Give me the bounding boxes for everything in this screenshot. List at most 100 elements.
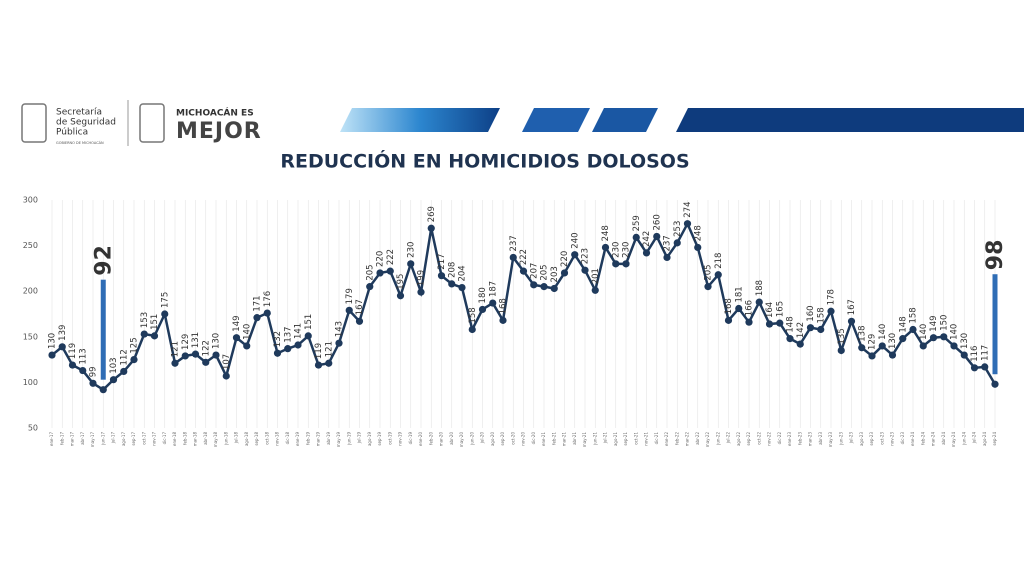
point	[161, 310, 169, 318]
header-stripe	[340, 108, 500, 132]
x-tick-label: feb-21	[551, 432, 556, 445]
point	[109, 376, 118, 384]
data-label: 230	[406, 242, 416, 258]
x-tick-label: oct-21	[633, 432, 638, 445]
data-label: 167	[847, 299, 857, 315]
point	[950, 342, 958, 350]
point	[940, 333, 948, 341]
x-tick-label: mar-23	[808, 432, 813, 447]
data-label: 119	[314, 343, 324, 359]
x-tick-label: mar-22	[685, 432, 690, 447]
x-tick-label: ago-22	[736, 432, 741, 447]
y-tick-label: 150	[23, 332, 38, 341]
x-tick-label: mar-21	[562, 432, 567, 447]
point	[786, 335, 794, 343]
x-tick-label: mar-17	[70, 432, 75, 447]
x-tick-label: ene-19	[295, 432, 300, 446]
x-tick-label: sep-22	[746, 432, 751, 446]
x-tick-label: feb-24	[920, 432, 925, 445]
data-label: 242	[642, 231, 652, 247]
x-tick-label: nov-19	[398, 432, 403, 446]
x-tick-label: feb-19	[305, 432, 310, 445]
data-label: 208	[447, 262, 457, 278]
data-label: 180	[478, 287, 488, 303]
x-tick-label: sep-24	[992, 432, 997, 446]
x-tick-label: dic-21	[654, 432, 659, 445]
point	[755, 298, 763, 306]
x-tick-label: abr-24	[941, 432, 946, 445]
x-tick-label: may-20	[459, 432, 464, 448]
data-label: 130	[960, 333, 970, 349]
point	[735, 304, 743, 313]
data-label: 248	[693, 225, 703, 241]
x-tick-label: may-19	[336, 432, 341, 448]
x-tick-label: jul-21	[603, 432, 608, 445]
data-label: 187	[488, 281, 498, 297]
point	[68, 361, 77, 369]
data-label: 142	[796, 322, 806, 338]
x-tick-label: jun-20	[469, 432, 474, 446]
point	[858, 344, 866, 352]
highlight-label: 92	[91, 245, 116, 276]
point	[325, 359, 333, 367]
data-label: 119	[68, 343, 78, 359]
point	[642, 249, 651, 257]
data-label: 207	[529, 263, 539, 279]
data-label: 179	[345, 288, 355, 304]
point	[243, 342, 251, 350]
point	[345, 306, 353, 314]
x-tick-label: abr-18	[203, 432, 208, 445]
point	[765, 320, 774, 328]
point	[530, 281, 538, 289]
point	[591, 286, 599, 294]
data-label: 168	[499, 298, 509, 314]
x-tick-label: nov-20	[521, 432, 526, 446]
y-tick-label: 300	[23, 196, 38, 205]
x-tick-label: dic-17	[162, 432, 167, 445]
point	[273, 349, 282, 357]
y-tick-label: 100	[23, 378, 38, 387]
data-label: 176	[263, 291, 273, 307]
x-tick-label: nov-23	[890, 432, 895, 446]
y-tick-label: 50	[28, 424, 38, 433]
data-label: 230	[622, 242, 632, 258]
data-label: 259	[632, 215, 642, 231]
point	[376, 269, 384, 277]
data-label: 171	[253, 295, 263, 311]
shield-logo	[21, 103, 47, 143]
data-label: 135	[837, 328, 847, 344]
agency-line: Pública	[56, 128, 88, 138]
point	[294, 341, 302, 349]
x-tick-label: ene-24	[910, 432, 915, 446]
header-stripe	[676, 108, 1024, 132]
x-tick-label: jul-19	[357, 432, 362, 445]
x-tick-label: sep-20	[500, 432, 505, 446]
data-label: 140	[919, 324, 929, 340]
x-tick-label: sep-18	[254, 432, 259, 446]
point	[448, 280, 456, 288]
x-tick-label: jun-18	[223, 432, 228, 446]
x-tick-label: jun-19	[346, 432, 351, 446]
y-tick-label: 250	[23, 241, 38, 250]
point	[437, 272, 446, 280]
x-tick-label: ene-21	[541, 432, 546, 446]
data-label: 205	[365, 264, 375, 280]
data-label: 165	[775, 301, 785, 317]
data-label: 130	[888, 333, 898, 349]
point	[58, 343, 66, 351]
x-tick-label: oct-19	[387, 432, 392, 445]
agency-line: Secretaría	[56, 108, 102, 118]
data-label: 222	[386, 249, 396, 265]
x-tick-label: dic-22	[777, 432, 782, 445]
point	[140, 330, 148, 338]
point	[878, 342, 886, 350]
x-tick-label: mar-20	[439, 432, 444, 447]
data-label: 99	[89, 366, 99, 377]
data-label: 158	[909, 307, 919, 323]
x-tick-label: sep-17	[131, 432, 136, 446]
data-label: 140	[950, 324, 960, 340]
data-label: 148	[786, 316, 796, 332]
x-tick-label: jul-24	[972, 432, 977, 445]
x-tick-label: dic-19	[408, 432, 413, 445]
x-tick-label: jun-22	[715, 432, 720, 446]
